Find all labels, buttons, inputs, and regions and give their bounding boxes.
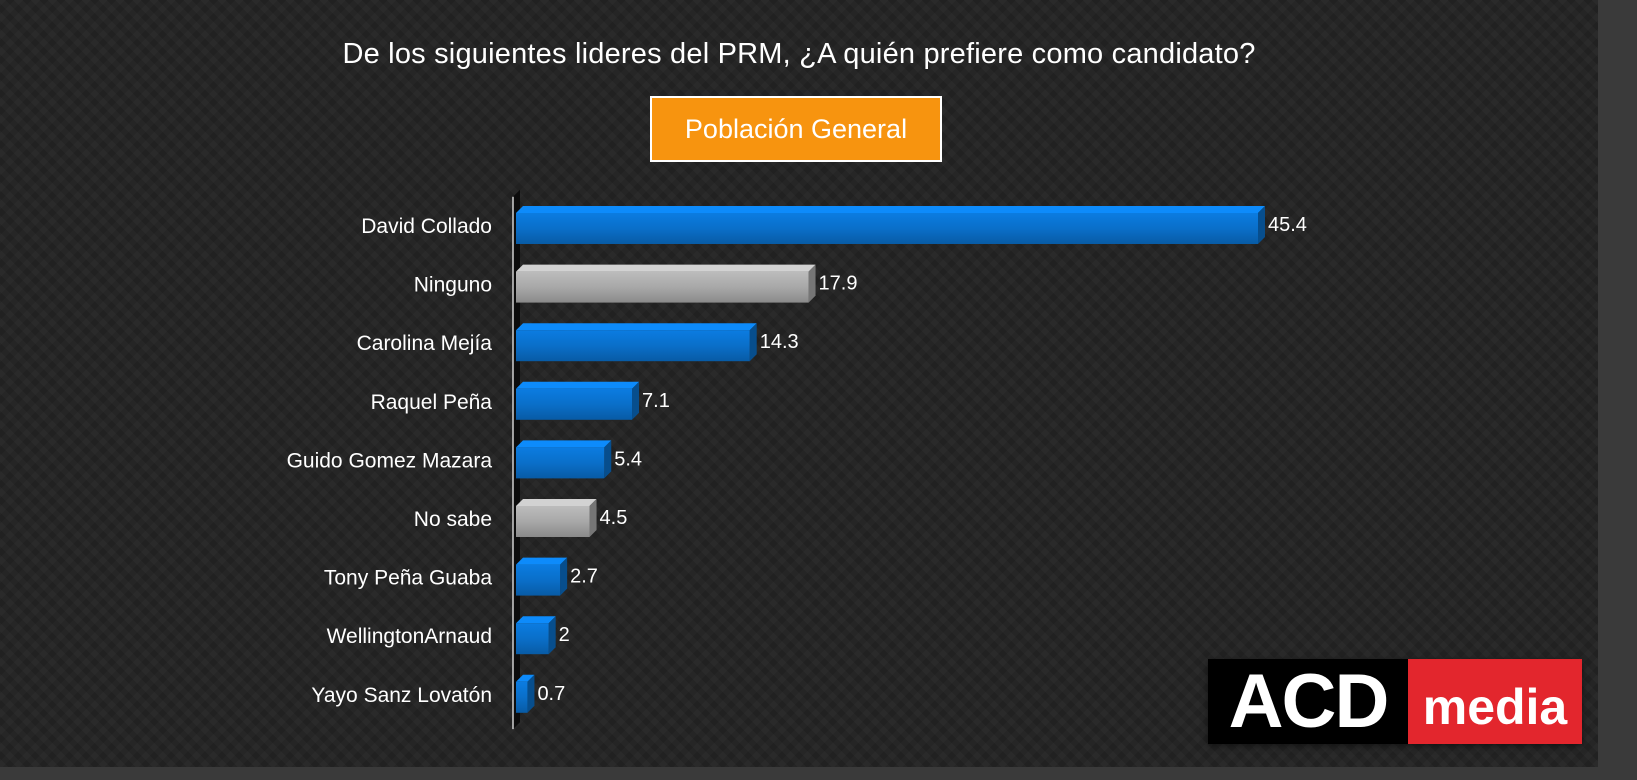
bar-group-2	[516, 323, 757, 362]
bar	[516, 564, 561, 596]
bar-group-0	[516, 206, 1265, 244]
chart-title: De los siguientes lideres del PRM, ¿A qu…	[342, 38, 1256, 70]
bar-group-6	[516, 557, 568, 596]
bar	[516, 506, 590, 537]
bar	[516, 213, 1258, 244]
subtitle-badge: Población General	[650, 96, 942, 162]
logo-media-text: media	[1408, 659, 1582, 744]
data-label: 0.7	[537, 683, 565, 705]
bar	[516, 623, 549, 655]
data-label: 2.7	[570, 566, 598, 588]
data-label: 2	[559, 624, 570, 646]
category-label: No sabe	[414, 508, 492, 531]
bar-side-face	[1258, 206, 1265, 244]
data-label: 45.4	[1268, 214, 1307, 236]
bar-side-face	[808, 264, 816, 303]
bar-chart: David Collado 45.4 Ninguno 17.9 Carolina Mej…	[287, 189, 1307, 730]
bar-group-8	[516, 674, 535, 713]
acd-media-logo: ACD media	[1208, 659, 1582, 744]
bar-top-face	[516, 499, 597, 506]
bar-top-face	[516, 674, 535, 682]
bar-group-4	[516, 440, 612, 479]
bar-side-face	[548, 616, 556, 655]
data-label: 4.5	[600, 507, 628, 529]
bar	[516, 330, 750, 362]
category-label: Ninguno	[414, 274, 492, 297]
bar-top-face	[516, 557, 568, 565]
bar-side-face	[527, 674, 535, 713]
bottom-border	[0, 767, 1598, 780]
bar-top-face	[516, 381, 640, 389]
bar-side-face	[749, 323, 757, 362]
right-border	[1598, 0, 1637, 780]
category-label: Carolina Mejía	[357, 332, 493, 355]
data-label: 14.3	[760, 331, 799, 353]
bar-side-face	[632, 381, 640, 420]
bar-top-face	[516, 616, 556, 624]
logo-acd-text: ACD	[1208, 659, 1408, 744]
bar-group-5	[516, 499, 597, 537]
category-label: Raquel Peña	[371, 391, 493, 414]
bar-group-7	[516, 616, 556, 655]
category-label: Tony Peña Guaba	[324, 567, 492, 590]
data-label: 7.1	[642, 390, 670, 412]
bar	[516, 447, 605, 479]
category-label: Guido Gomez Mazara	[287, 449, 493, 472]
data-label: 17.9	[819, 273, 858, 295]
bar	[516, 271, 809, 303]
bar-top-face	[516, 206, 1265, 213]
category-label: Yayo Sanz Lovatón	[311, 684, 492, 707]
bar	[516, 388, 633, 420]
bar-top-face	[516, 440, 612, 448]
category-label: David Collado	[361, 215, 492, 238]
bar-side-face	[604, 440, 612, 479]
bar-top-face	[516, 264, 816, 272]
category-label: WellingtonArnaud	[327, 625, 492, 648]
bar-side-face	[560, 557, 568, 596]
data-label: 5.4	[614, 448, 642, 470]
bar	[516, 681, 528, 713]
bar-group-3	[516, 381, 640, 420]
bar-side-face	[589, 499, 597, 537]
bar-top-face	[516, 323, 757, 331]
bar-group-1	[516, 264, 816, 303]
